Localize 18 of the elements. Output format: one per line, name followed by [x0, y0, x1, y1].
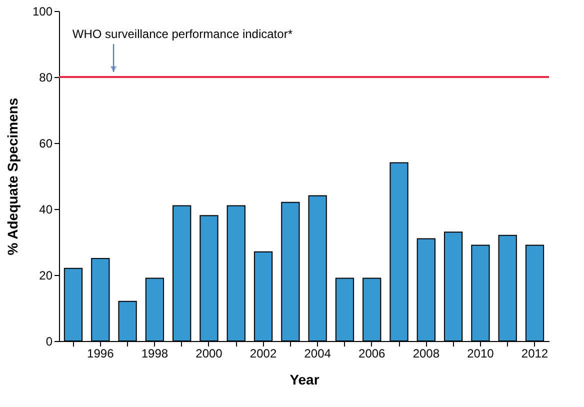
x-tick-label: 2012 [521, 346, 548, 360]
x-tick-label: 2008 [412, 346, 440, 360]
y-axis-title: % Adequate Specimens [4, 98, 20, 256]
x-tick-label: 2002 [250, 346, 277, 360]
x-tick-label: 2004 [304, 346, 332, 360]
y-tick-label: 100 [32, 4, 53, 18]
y-tick-label: 40 [39, 202, 53, 216]
x-tick-label: 2006 [358, 346, 386, 360]
y-tick-label: 20 [39, 268, 53, 282]
x-tick-label: 2000 [196, 346, 223, 360]
y-tick-label: 0 [46, 334, 53, 348]
x-tick-label: 1996 [87, 346, 114, 360]
x-tick-label: 1998 [141, 346, 168, 360]
y-tick-label: 80 [39, 70, 53, 84]
y-tick-label: 60 [39, 136, 53, 150]
x-axis-title: Year [290, 372, 320, 388]
ref-line-label: WHO surveillance performance indicator* [72, 27, 293, 42]
x-tick-label: 2010 [467, 346, 494, 360]
